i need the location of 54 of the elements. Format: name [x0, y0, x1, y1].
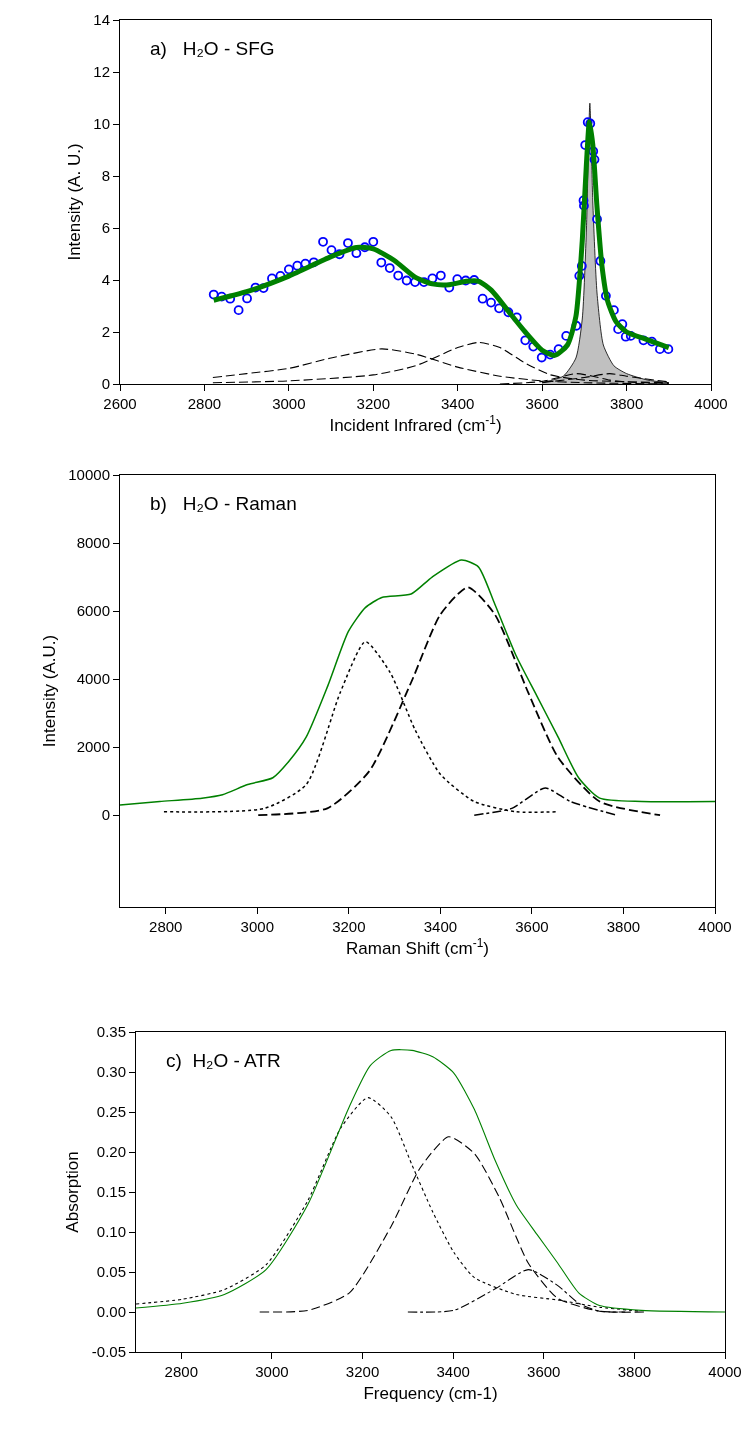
y-tick-label: 0 [101, 375, 110, 393]
y-tick-label: 0.05 [96, 1263, 126, 1281]
y-tick-label: 8000 [76, 534, 110, 552]
x-tick-label: 2800 [164, 1363, 198, 1380]
y-tick-label: 14 [93, 11, 110, 29]
y-tick-label: 6000 [76, 602, 110, 620]
x-tick-label: 4000 [694, 395, 728, 412]
text: a) H₂O - SFG [150, 38, 275, 59]
x-axis-title: Raman Shift (cm$^{-1}$) [346, 936, 489, 959]
y-axis-title: Intensity (A.U.) [39, 634, 59, 748]
y-tick-label: 10000 [68, 466, 110, 484]
x-tick-label: 3800 [606, 918, 641, 935]
x-tick-label: 3200 [356, 395, 390, 412]
x-tick-label: 3800 [609, 395, 644, 412]
y-tick-label: 2 [101, 323, 110, 341]
y-tick-label: 4000 [76, 670, 110, 688]
x-tick-label: 3000 [272, 395, 306, 412]
x-tick-label: 3000 [240, 918, 274, 935]
y-tick-label: 8 [101, 167, 110, 185]
y-axis-title: Intensity (A. U.) [64, 143, 84, 261]
y-axis-title: Absorption [63, 1151, 83, 1233]
x-tick-label: 2800 [149, 918, 183, 935]
y-tick-label: 0.30 [96, 1063, 126, 1081]
x-tick-label: 3000 [255, 1363, 289, 1380]
x-tick-label: 3200 [345, 1363, 380, 1380]
y-tick-label: 10 [93, 115, 110, 133]
x-tick-label: 4000 [708, 1363, 742, 1380]
x-tick-label: 2600 [103, 395, 137, 412]
x-axis-title: Frequency (cm-1) [363, 1384, 498, 1404]
x-tick-label: 3400 [423, 918, 458, 935]
x-tick-label: 3600 [525, 395, 559, 412]
y-tick-label: 2000 [76, 738, 110, 756]
y-tick-label: 6 [101, 219, 110, 237]
x-axis-title: Incident Infrared (cm$^{-1}$) [329, 413, 502, 436]
y-tick-label: 0.25 [96, 1103, 126, 1121]
x-tick-label: 2800 [187, 395, 222, 412]
x-tick-label: 3600 [527, 1363, 561, 1380]
y-tick-label: 0.35 [96, 1023, 126, 1041]
y-tick-label: 0.15 [96, 1183, 126, 1201]
x-tick-label: 3600 [515, 918, 549, 935]
y-tick-label: 0 [101, 806, 110, 824]
x-tick-label: 3400 [441, 395, 475, 412]
y-tick-label: 0.20 [96, 1143, 126, 1161]
text: b) H₂O - Raman [150, 493, 297, 514]
text: c) H₂O - ATR [166, 1050, 281, 1071]
x-tick-label: 3800 [617, 1363, 652, 1380]
x-tick-label: 3400 [436, 1363, 470, 1380]
x-tick-label: 4000 [698, 918, 732, 935]
y-tick-label: 0.00 [96, 1303, 126, 1321]
y-tick-label: -0.05 [91, 1343, 126, 1361]
x-tick-label: 3200 [332, 918, 366, 935]
y-tick-label: 4 [101, 271, 110, 289]
y-tick-label: 12 [93, 63, 110, 81]
y-tick-label: 0.10 [96, 1223, 126, 1241]
